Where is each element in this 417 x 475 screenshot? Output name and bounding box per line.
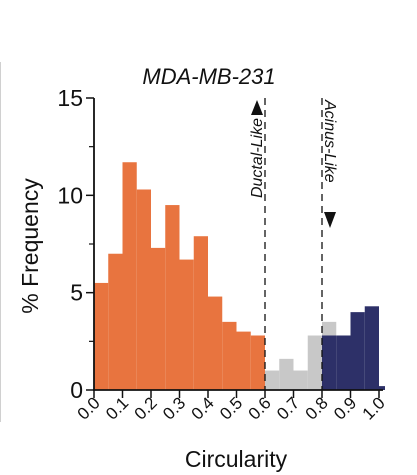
x-tick-label-1: 0.1 bbox=[102, 393, 132, 423]
threshold-label-0: Ductal-Like bbox=[249, 118, 266, 198]
x-tick-label-10: 1.0 bbox=[359, 393, 389, 423]
histogram-bar-1-0 bbox=[265, 370, 280, 390]
x-tick-label-7: 0.7 bbox=[273, 393, 303, 423]
threshold-lines: Ductal-Like Acinus-Like bbox=[249, 98, 338, 390]
left-border-line bbox=[0, 62, 1, 422]
histogram-bar-2-2 bbox=[350, 312, 365, 390]
y-tick-label-0: 0 bbox=[70, 377, 83, 403]
x-tick-label-2: 0.2 bbox=[131, 393, 161, 423]
y-axis-label: % Frequency bbox=[17, 178, 43, 314]
x-tick-label-9: 0.9 bbox=[330, 393, 360, 423]
y-tick-label-1: 5 bbox=[70, 280, 83, 306]
threshold-arrow-0 bbox=[251, 100, 263, 115]
histogram-bar-0-2 bbox=[122, 162, 137, 390]
x-tick-label-4: 0.4 bbox=[188, 393, 218, 423]
x-tick-label-3: 0.3 bbox=[159, 393, 189, 423]
histogram-bar-2-1 bbox=[336, 335, 351, 390]
x-axis-label: Circularity bbox=[185, 446, 288, 472]
histogram-bar-1-2 bbox=[293, 370, 308, 390]
histogram-bar-0-11 bbox=[250, 335, 265, 390]
x-tick-label-6: 0.6 bbox=[245, 393, 275, 423]
histogram-bar-0-4 bbox=[151, 247, 166, 390]
threshold-label-1: Acinus-Like bbox=[321, 99, 338, 183]
histogram-bar-0-10 bbox=[236, 331, 251, 390]
histogram-bar-0-9 bbox=[222, 321, 237, 390]
y-tick-label-3: 15 bbox=[57, 85, 83, 111]
x-tick-label-8: 0.8 bbox=[302, 393, 332, 423]
histogram-bar-1-3 bbox=[307, 335, 322, 390]
histogram-bar-0-1 bbox=[108, 253, 123, 390]
histogram-bar-0-0 bbox=[94, 282, 109, 390]
x-tick-label-5: 0.5 bbox=[216, 393, 246, 423]
histogram-bar-0-5 bbox=[165, 205, 180, 390]
histogram-bar-2-4 bbox=[379, 386, 385, 390]
chart-title: MDA-MB-231 bbox=[142, 64, 275, 89]
histogram-bar-2-3 bbox=[364, 306, 379, 390]
histogram-bar-0-7 bbox=[193, 236, 208, 390]
histogram-bars bbox=[94, 162, 385, 390]
histogram-bar-0-8 bbox=[208, 296, 223, 390]
y-tick-label-2: 10 bbox=[57, 182, 83, 208]
histogram-bar-2-0 bbox=[322, 335, 337, 390]
histogram-bar-0-3 bbox=[136, 189, 151, 390]
threshold-arrow-1 bbox=[324, 212, 336, 228]
histogram-bar-1-1 bbox=[279, 358, 294, 390]
histogram-bar-0-6 bbox=[179, 259, 194, 390]
